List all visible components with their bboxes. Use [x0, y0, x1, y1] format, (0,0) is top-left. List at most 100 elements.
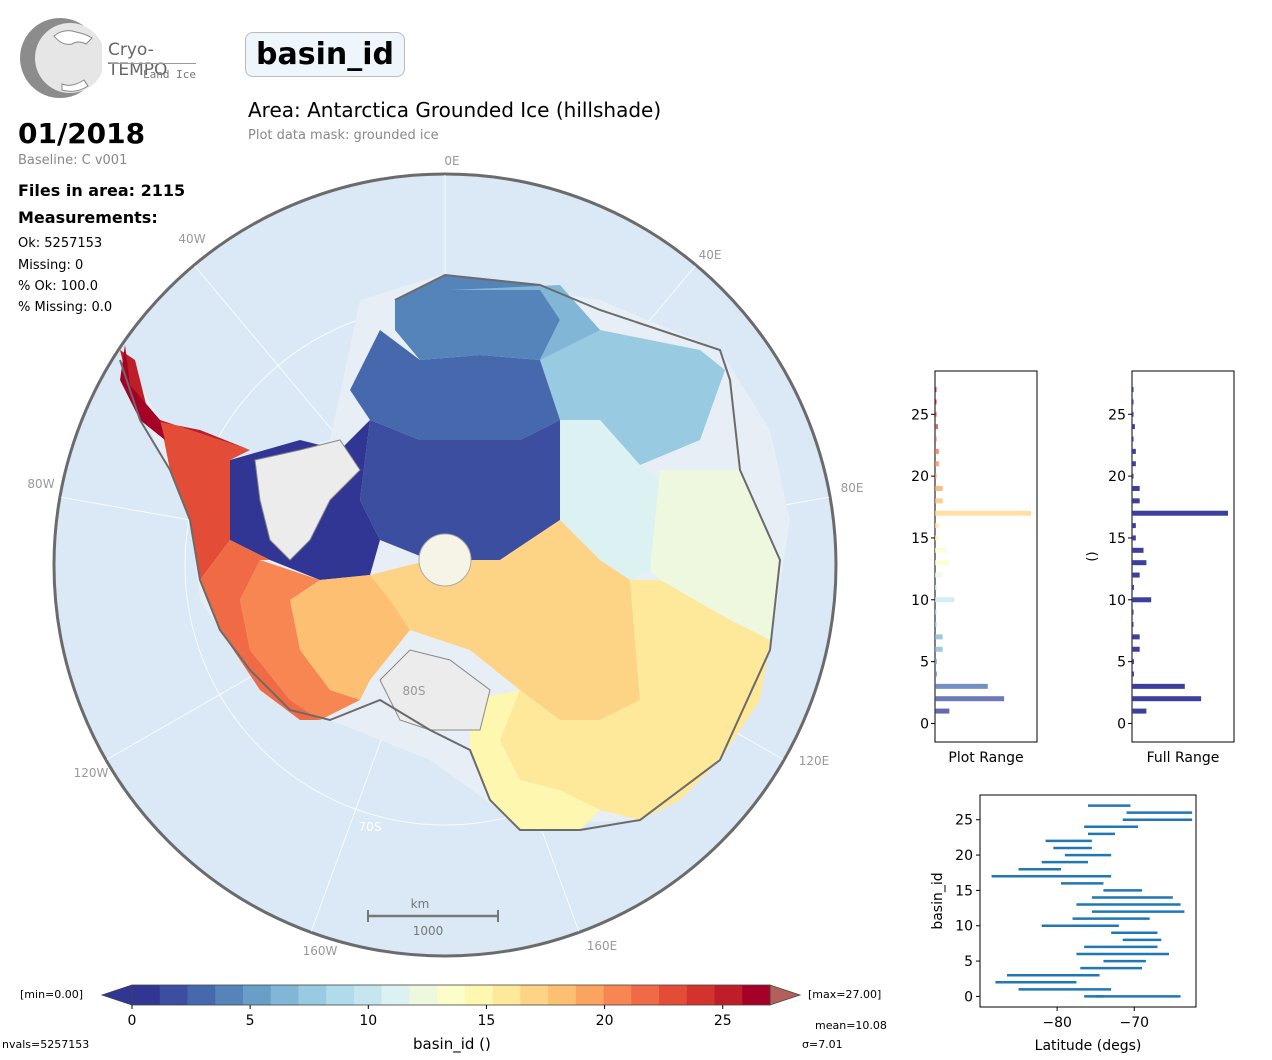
hist-bar: [1132, 622, 1134, 628]
hist-bar: [935, 560, 950, 566]
hist-bar: [935, 523, 939, 529]
hist-bar: [935, 436, 937, 442]
hist-bar: [1132, 609, 1134, 615]
x-axis-label: Latitude (degs): [1035, 1038, 1142, 1054]
hist-bar: [935, 461, 939, 467]
hist-bar: [935, 683, 988, 689]
colorbar-segment: [742, 985, 771, 1005]
hist-bar: [1132, 634, 1140, 640]
antarctica-map: 0E 40E 80E 120E 160E 160W 120W 80W 40W 8…: [27, 154, 863, 958]
plot-range-histogram: 0 5 10 15 20 25 Plot Range: [911, 370, 1038, 766]
scale-bar: km 1000: [367, 897, 499, 938]
y-tick-label: 0: [964, 989, 973, 1005]
scale-value: 1000: [413, 924, 444, 938]
hist-bar: [1132, 584, 1134, 590]
lat-chart-frame: [979, 794, 1197, 1008]
colorbar-tick-label: 25: [714, 1013, 732, 1029]
stat-pct-ok: % Ok: 100.0: [18, 279, 98, 294]
y-tick-label: 20: [911, 469, 929, 485]
y-axis-label: (): [1085, 551, 1100, 561]
y-tick-label: 20: [955, 848, 973, 864]
hist-bar: [935, 708, 950, 714]
y-tick-label: 25: [1108, 407, 1126, 423]
latitude-range-chart: 0 5 10 15 20 25 −80 −70 Latitude (degs) basin_id: [930, 794, 1197, 1054]
hist-frame: [934, 370, 1038, 743]
colorbar-segment: [409, 985, 438, 1005]
hist-bar: [935, 696, 1005, 702]
y-tick-label: 15: [1108, 531, 1126, 547]
lon-label-0e: 0E: [444, 154, 459, 168]
y-tick-label: 10: [955, 919, 973, 935]
mean-label: mean=10.08: [815, 1019, 887, 1032]
colorbar-segment: [353, 985, 383, 1005]
colorbar: 0 5 10 15 20 25: [100, 984, 802, 1029]
hist-bar: [935, 387, 937, 393]
hist-bar: [1132, 498, 1140, 504]
colorbar-segment: [381, 985, 410, 1005]
hist-bar: [935, 535, 939, 541]
lon-label-120w: 120W: [74, 766, 109, 780]
lon-label-160e: 160E: [587, 939, 618, 953]
hist-bar: [1132, 547, 1144, 553]
hist-bar: [935, 671, 937, 677]
y-tick-label: 5: [920, 655, 929, 671]
colorbar-label: basin_id (): [413, 1035, 491, 1053]
lon-label-160w: 160W: [303, 944, 338, 958]
y-tick-label: 5: [964, 954, 973, 970]
colorbar-segment: [464, 985, 494, 1005]
colorbar-tick-label: 15: [478, 1013, 496, 1029]
colorbar-segment: [659, 985, 688, 1005]
colorbar-segment: [575, 985, 605, 1005]
hist-bar: [935, 411, 937, 417]
colorbar-segment: [298, 985, 327, 1005]
colorbar-segment: [215, 985, 244, 1005]
hist-bar: [1132, 671, 1134, 677]
hist-bar: [935, 622, 937, 628]
colorbar-tick-label: 5: [246, 1013, 255, 1029]
nvals-label: nvals=5257153: [2, 1038, 90, 1051]
hist-bar: [1132, 436, 1134, 442]
hist-bar: [1132, 535, 1136, 541]
colorbar-max-label: [max=27.00]: [808, 988, 882, 1001]
x-axis-label: Plot Range: [948, 750, 1023, 766]
lon-label-80w: 80W: [27, 477, 54, 491]
lon-label-40e: 40E: [699, 248, 722, 262]
lon-label-40w: 40W: [178, 232, 205, 246]
hist-bar: [935, 473, 937, 479]
colorbar-segment: [242, 985, 272, 1005]
y-tick-label: 0: [1117, 716, 1126, 732]
y-tick-label: 20: [1108, 469, 1126, 485]
x-tick-label: −70: [1120, 1015, 1150, 1031]
logo-sub-text: Land Ice: [143, 68, 196, 81]
stat-ok: Ok: 5257153: [18, 236, 103, 251]
pole-hole: [418, 533, 472, 587]
y-tick-label: 15: [955, 883, 973, 899]
files-count: Files in area: 2115: [18, 181, 186, 200]
colorbar-segment: [326, 985, 355, 1005]
hist-bar: [935, 597, 955, 603]
sd-label: σ=7.01: [802, 1038, 843, 1051]
hist-bar: [1132, 646, 1140, 652]
hist-bar: [935, 448, 939, 454]
lat-label-70s: 70S: [359, 820, 382, 834]
colorbar-segment: [714, 985, 743, 1005]
y-tick-label: 10: [1108, 593, 1126, 609]
colorbar-tick-label: 20: [596, 1013, 614, 1029]
y-tick-label: 25: [911, 407, 929, 423]
colorbar-segment: [631, 985, 660, 1005]
lon-label-120e: 120E: [799, 754, 830, 768]
hist-bar: [935, 659, 937, 665]
hist-bar: [935, 634, 943, 640]
stat-missing: Missing: 0: [18, 258, 84, 273]
date-label: 01/2018: [18, 117, 146, 150]
colorbar-segment: [437, 985, 466, 1005]
colorbar-max-arrow: [769, 984, 802, 1006]
hist-bar: [935, 609, 937, 615]
area-title: Area: Antarctica Grounded Ice (hillshade…: [248, 98, 662, 122]
hist-bar: [1132, 485, 1140, 491]
colorbar-segment: [132, 985, 161, 1005]
hist-bar: [1132, 708, 1147, 714]
hist-bar: [1132, 461, 1136, 467]
full-range-histogram: 0 5 10 15 20 25 Full Range (): [1085, 370, 1235, 766]
cryo-tempo-logo: Cryo-TEMPO Land Ice: [18, 16, 208, 100]
